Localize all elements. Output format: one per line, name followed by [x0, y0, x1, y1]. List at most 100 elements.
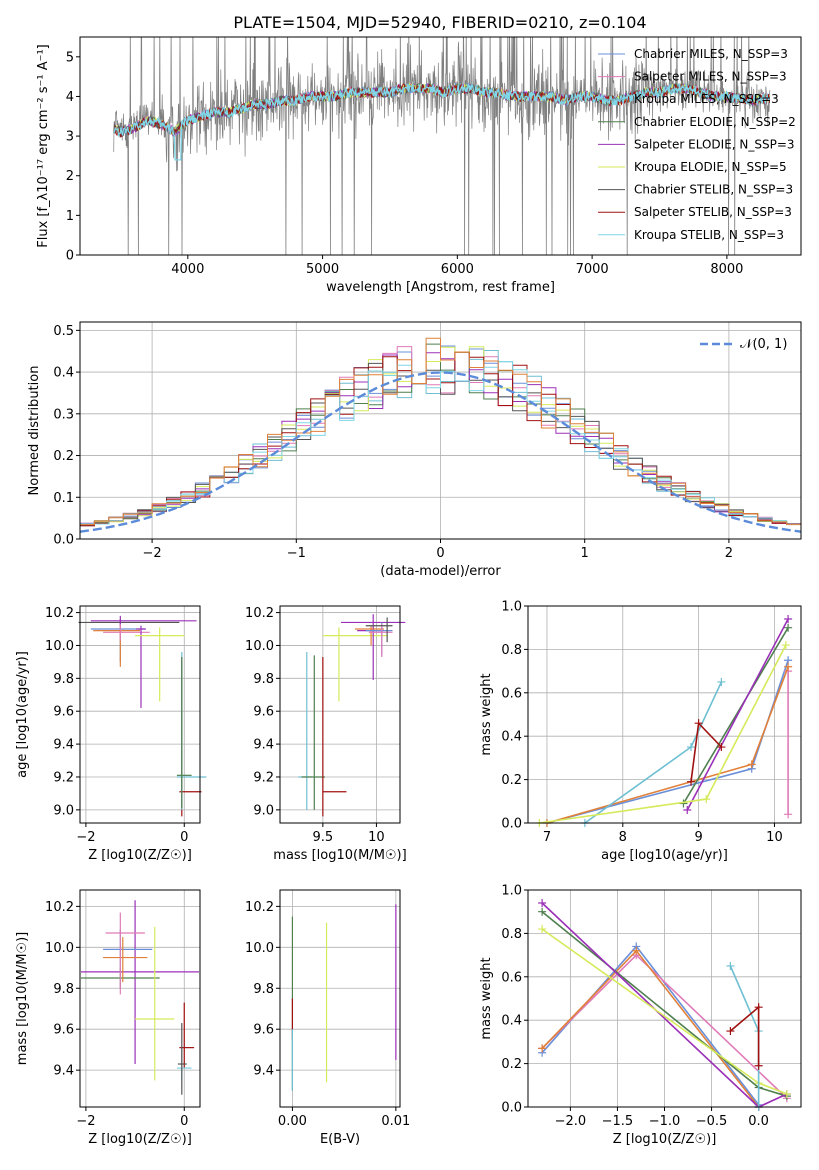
- y-tick-label: 9.8: [253, 982, 274, 997]
- weight-line: [686, 618, 789, 811]
- legend-label: Chabrier ELODIE, N_SSP=2: [634, 115, 796, 129]
- axes-frame: [79, 36, 802, 256]
- y-tick-label: 1.0: [501, 600, 522, 615]
- y-tick-label: 9.4: [53, 1064, 74, 1079]
- y-axis-label: mass weight: [479, 673, 494, 755]
- legend-label: Kroupa ELODIE, N_SSP=5: [634, 160, 787, 174]
- x-tick-label: 0.01: [381, 1114, 410, 1129]
- y-tick-label: 10.2: [45, 606, 74, 621]
- weight-marker: [784, 615, 793, 624]
- x-tick-label: 0: [180, 830, 188, 845]
- y-tick-label: 10.0: [45, 639, 74, 654]
- weight-marker: [538, 907, 547, 916]
- mass-vs-metallicity-panel: −2 0 9.4 9.6 9.8 10.0 10.2 Z [log10(Z/Z☉)] mass …: [15, 889, 201, 1147]
- x-tick-label: 6000: [441, 262, 474, 277]
- weight-marker: [784, 662, 793, 671]
- mass-vs-reddening-panel: 0.00 0.01 9.4 9.6 9.8 10.0 10.2 E(B-V): [245, 889, 410, 1147]
- legend-label: 𝒩(0, 1): [740, 337, 787, 352]
- y-tick-label: 9.8: [53, 982, 74, 997]
- weight-marker: [717, 743, 726, 752]
- age-vs-mass-panel: 9.5 10 9.0 9.2 9.4 9.6 9.8 10.0 10.2 mass [log10(…: [245, 605, 407, 863]
- y-tick-label: 0.6: [501, 970, 522, 985]
- y-tick-label: 0.0: [53, 533, 74, 548]
- spectrum-panel: 4000 5000 6000 7000 8000 0 1 2 3 4 5 wavelength [An…: [36, 36, 802, 295]
- weight-marker: [726, 1027, 735, 1036]
- y-tick-label: 0.4: [501, 730, 522, 745]
- axes-frame: [527, 889, 802, 1108]
- y-tick-label: 9.8: [253, 672, 274, 687]
- x-tick-label: −1.5: [602, 1114, 634, 1129]
- weight-line: [546, 660, 789, 824]
- y-tick-label: 9.6: [53, 705, 74, 720]
- weight-line: [541, 945, 760, 1106]
- y-tick-label: 9.4: [253, 738, 274, 753]
- x-tick-label: 9.5: [313, 830, 334, 845]
- weight-marker: [632, 946, 641, 955]
- histogram-plot-area: [80, 337, 801, 533]
- y-tick-label: 9.6: [53, 1023, 74, 1038]
- axes-frame: [279, 889, 401, 1108]
- weight-marker: [717, 677, 726, 686]
- weight-marker: [754, 1003, 763, 1012]
- weight-marker: [702, 795, 711, 804]
- y-tick-label: 0.2: [53, 449, 74, 464]
- legend-label: Kroupa MILES, N_SSP=3: [634, 92, 779, 106]
- weight-marker: [747, 760, 756, 769]
- weight-marker: [694, 719, 703, 728]
- x-axis-label: Z [log10(Z/Z☉)]: [88, 1132, 192, 1147]
- x-tick-label: −1: [287, 546, 306, 561]
- model-spectrum-line: [113, 83, 770, 138]
- axes-frame: [79, 321, 802, 540]
- x-tick-label: 9: [694, 830, 702, 845]
- y-tick-label: 9.4: [253, 1064, 274, 1079]
- weight-marker: [687, 777, 696, 786]
- x-axis-label: wavelength [Angstrom, rest frame]: [326, 280, 555, 295]
- normal-curve-line: [80, 371, 801, 533]
- x-axis-label: Z [log10(Z/Z☉)]: [613, 1132, 717, 1147]
- x-tick-label: −2: [143, 546, 162, 561]
- y-tick-label: 2: [66, 169, 74, 184]
- x-axis-label: Z [log10(Z/Z☉)]: [88, 848, 192, 863]
- y-tick-label: 1: [66, 209, 74, 224]
- x-axis-label: (data-model)/error: [380, 564, 501, 579]
- x-tick-label: 7: [543, 830, 551, 845]
- model-spectrum-line: [113, 82, 771, 161]
- x-tick-label: 5000: [306, 262, 339, 277]
- x-axis-label: E(B-V): [320, 1132, 360, 1147]
- axes-frame: [527, 605, 802, 824]
- weight-marker: [781, 641, 790, 650]
- y-tick-label: 0.2: [501, 773, 522, 788]
- weight-line: [546, 666, 789, 824]
- weight-marker: [784, 810, 793, 819]
- weight-vs-metallicity-panel: −2.0 −1.5 −1.0 −0.5 0.0 0.0 0.2 0.4 0.6 0.8 1.0 Z […: [479, 884, 802, 1147]
- y-tick-label: 10.2: [245, 606, 274, 621]
- x-tick-label: 0.0: [748, 1114, 769, 1129]
- y-tick-label: 10.0: [45, 941, 74, 956]
- y-tick-label: 9.0: [53, 803, 74, 818]
- y-tick-label: 0.1: [53, 491, 74, 506]
- weight-marker: [538, 899, 547, 908]
- weight-line: [584, 681, 723, 824]
- legend-label: Chabrier STELIB, N_SSP=3: [634, 183, 793, 197]
- x-tick-label: 0: [436, 546, 444, 561]
- x-axis-label: mass [log10(M/M☉)]: [273, 848, 406, 863]
- x-tick-label: 0.00: [278, 1114, 307, 1129]
- y-tick-label: 10.0: [245, 941, 274, 956]
- y-tick-label: 0.0: [501, 1101, 522, 1116]
- x-tick-label: 1: [581, 546, 589, 561]
- y-tick-label: 1.0: [501, 884, 522, 899]
- y-tick-label: 0.3: [53, 407, 74, 422]
- weight-line: [541, 949, 760, 1108]
- x-tick-label: −0.5: [696, 1114, 728, 1129]
- weight-marker: [538, 925, 547, 934]
- weight-line: [682, 627, 789, 804]
- x-tick-label: 8000: [710, 262, 743, 277]
- y-axis-label: age [log10(age/yr)]: [15, 651, 30, 778]
- legend-label: Kroupa STELIB, N_SSP=3: [634, 228, 784, 242]
- x-tick-label: 10: [766, 830, 783, 845]
- y-tick-label: 4: [66, 90, 74, 105]
- histogram-step-line: [80, 337, 801, 528]
- weight-marker: [687, 743, 696, 752]
- x-tick-label: −2: [76, 830, 95, 845]
- legend-label: Salpeter MILES, N_SSP=3: [634, 70, 787, 84]
